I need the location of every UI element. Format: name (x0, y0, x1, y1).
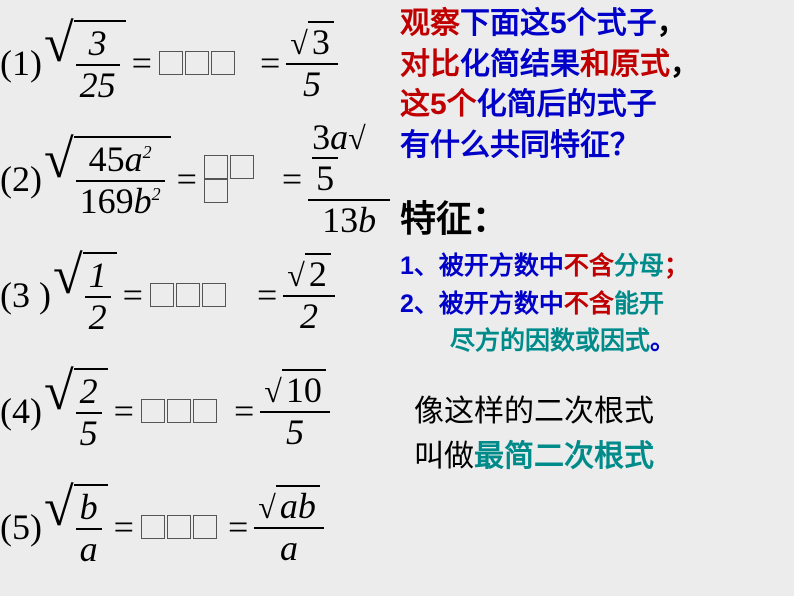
placeholder-boxes (149, 283, 227, 307)
equation-3: (3 ) √ 1 2 = = √2 2 (0, 240, 390, 350)
equation-1: (1) √ 3 25 = = √3 5 (0, 8, 390, 118)
placeholder-boxes (140, 399, 218, 423)
feature-item-2: 2、被开方数中不含能开 (400, 286, 780, 324)
equation-2: (2) √ 45a2 169b2 = = 3a√5 13b (0, 124, 390, 234)
feature-item-1: 1、被开方数中不含分母； (400, 248, 780, 286)
result-fraction: √ab a (254, 485, 324, 568)
result-fraction: √3 5 (286, 21, 338, 104)
feature-list: 1、被开方数中不含分母； 2、被开方数中不含能开 尽方的因数或因式。 (400, 248, 780, 361)
result-fraction: 3a√5 13b (308, 118, 390, 241)
radical-icon: √ 45a2 169b2 (44, 136, 171, 221)
eq-number: (4) (0, 390, 42, 432)
radical-icon: √ 1 2 (53, 252, 117, 337)
radical-icon: √ b a (44, 484, 108, 569)
equation-4: (4) √ 2 5 = = √10 5 (0, 356, 390, 466)
feature-item-2-cont: 尽方的因数或因式。 (400, 323, 780, 361)
feature-title: 特征： (400, 190, 780, 242)
equation-5: (5) √ b a = = √ab a (0, 472, 390, 582)
result-fraction: √2 2 (283, 253, 335, 336)
placeholder-boxes (203, 155, 276, 203)
radical-icon: √ 2 5 (44, 368, 108, 453)
equations-column: (1) √ 3 25 = = √3 5 (2) √ 45 (0, 8, 390, 588)
eq-number: (1) (0, 42, 42, 84)
placeholder-boxes (140, 515, 218, 539)
result-fraction: √10 5 (260, 369, 330, 452)
instruction-text: 观察下面这5个式子， 对比化简结果和原式， 这5个化简后的式子 有什么共同特征？ (400, 4, 780, 166)
radical-icon: √ 3 25 (44, 20, 126, 105)
placeholder-boxes (158, 51, 236, 75)
eq-number: (3 ) (0, 274, 51, 316)
text-column: 观察下面这5个式子， 对比化简结果和原式， 这5个化简后的式子 有什么共同特征？… (400, 4, 780, 479)
eq-number: (2) (0, 158, 42, 200)
eq-number: (5) (0, 506, 42, 548)
conclusion-text: 像这样的二次根式 叫做最简二次根式 (414, 389, 780, 479)
